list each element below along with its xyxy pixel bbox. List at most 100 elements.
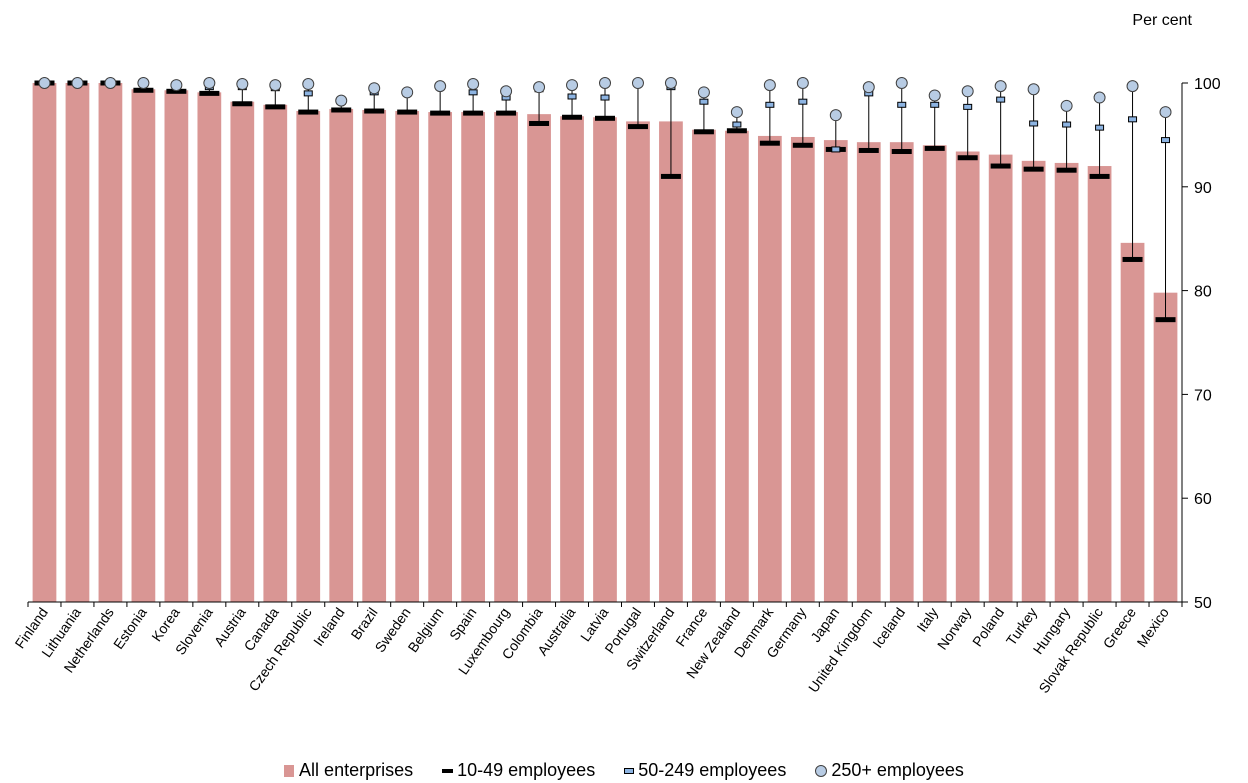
bar	[1087, 166, 1112, 603]
marker-250-plus	[566, 79, 579, 92]
marker-250-plus	[170, 79, 183, 92]
marker-250-plus	[401, 86, 414, 99]
marker-250-plus	[368, 82, 381, 95]
marker-250-plus	[829, 109, 842, 122]
bar	[1054, 162, 1079, 602]
y-tick-label: 80	[1194, 284, 1212, 301]
marker-250-plus	[796, 77, 809, 89]
marker-250-plus	[434, 80, 447, 93]
marker-50-249	[468, 89, 478, 96]
marker-10-49	[759, 140, 780, 146]
marker-250-plus	[1060, 99, 1073, 112]
marker-250-plus	[335, 94, 348, 107]
bar	[593, 117, 617, 602]
y-tick-label: 70	[1194, 387, 1212, 404]
marker-50-249	[930, 101, 940, 108]
marker-10-49	[660, 173, 681, 179]
marker-10-49	[232, 101, 253, 107]
marker-10-49	[595, 115, 615, 121]
marker-10-49	[693, 129, 714, 135]
marker-10-49	[726, 128, 747, 134]
bar	[395, 111, 420, 602]
marker-50-249	[897, 101, 907, 108]
marker-50-249	[1095, 124, 1105, 131]
y-axis: 50 60 70 80 90 100	[27, 76, 1221, 612]
bar	[329, 108, 354, 602]
marker-250-plus	[533, 81, 546, 94]
marker-50-249	[765, 101, 775, 108]
marker-10-49	[331, 107, 352, 113]
bar	[1153, 292, 1178, 602]
legend-label: 250+ employees	[831, 759, 964, 780]
marker-250-plus	[631, 77, 644, 89]
marker-50-249	[963, 103, 973, 110]
legend-item-all-enterprises: All enterprises	[284, 760, 413, 781]
bar	[988, 154, 1013, 602]
marker-10-49	[529, 120, 550, 126]
bar	[955, 151, 980, 602]
marker-250-plus	[730, 106, 743, 119]
bar	[626, 121, 650, 602]
marker-250-plus	[1027, 83, 1040, 96]
x-tick-label: Greece	[1100, 604, 1140, 651]
marker-10-49	[858, 147, 879, 153]
bar	[922, 145, 947, 602]
marker-10-49	[1122, 256, 1143, 262]
legend: All enterprises 10-49 employees 50-249 e…	[0, 759, 1248, 783]
bar	[823, 140, 848, 602]
marker-50-249	[798, 98, 808, 105]
marker-250-plus	[599, 77, 611, 89]
marker-10-49	[496, 110, 517, 116]
marker-10-49	[957, 155, 978, 161]
marker-10-49	[1089, 173, 1110, 179]
marker-250-plus	[1093, 91, 1106, 104]
bar	[856, 142, 881, 602]
x-tick-label: Ireland	[310, 605, 348, 649]
marker-10-49	[562, 114, 583, 120]
x-tick-label: Norway	[934, 605, 974, 653]
bar	[659, 121, 683, 602]
bar	[197, 92, 222, 602]
marker-250-plus	[1126, 80, 1139, 93]
marker-250-plus	[236, 78, 249, 91]
x-tick-label: Korea	[148, 604, 183, 644]
marker-250-plus	[38, 77, 51, 89]
x-tick-label: Spain	[446, 605, 480, 644]
bar	[757, 135, 782, 603]
marker-10-49	[463, 110, 484, 116]
legend-item-250-plus: 250+ employees	[815, 760, 964, 781]
marker-250-plus	[71, 77, 84, 89]
marker-10-49	[166, 88, 187, 94]
marker-10-49	[397, 109, 418, 115]
x-tick-label: Latvia	[577, 604, 612, 644]
legend-swatch-dash-blue	[624, 768, 635, 774]
x-tick-label: Poland	[969, 605, 1007, 650]
x-tick-label: Italy	[913, 605, 941, 635]
x-tick-label: Mexico	[1133, 604, 1172, 650]
marker-50-249	[732, 121, 742, 128]
bar	[98, 83, 123, 602]
y-tick-label: 60	[1194, 491, 1212, 508]
marker-10-49	[1023, 166, 1044, 172]
y-tick-label: 100	[1194, 76, 1221, 93]
marker-250-plus	[895, 77, 908, 89]
marker-250-plus	[994, 80, 1007, 93]
x-tick-label: Brazil	[347, 605, 380, 643]
bar	[131, 89, 156, 602]
marker-250-plus	[269, 79, 282, 92]
bar	[428, 112, 453, 603]
bar	[461, 112, 485, 603]
marker-250-plus	[500, 85, 513, 98]
marker-10-49	[924, 145, 945, 151]
marker-10-49	[627, 124, 648, 130]
bar	[65, 83, 90, 602]
marker-250-plus	[961, 85, 974, 98]
x-tick-label: Estonia	[110, 604, 150, 652]
legend-item-50-249: 50-249 employees	[624, 760, 786, 781]
legend-swatch-circle	[815, 765, 828, 777]
marker-50-249	[600, 94, 610, 101]
bar	[494, 112, 518, 603]
marker-250-plus	[467, 78, 480, 91]
marker-50-249	[303, 90, 313, 97]
bar	[263, 104, 288, 602]
